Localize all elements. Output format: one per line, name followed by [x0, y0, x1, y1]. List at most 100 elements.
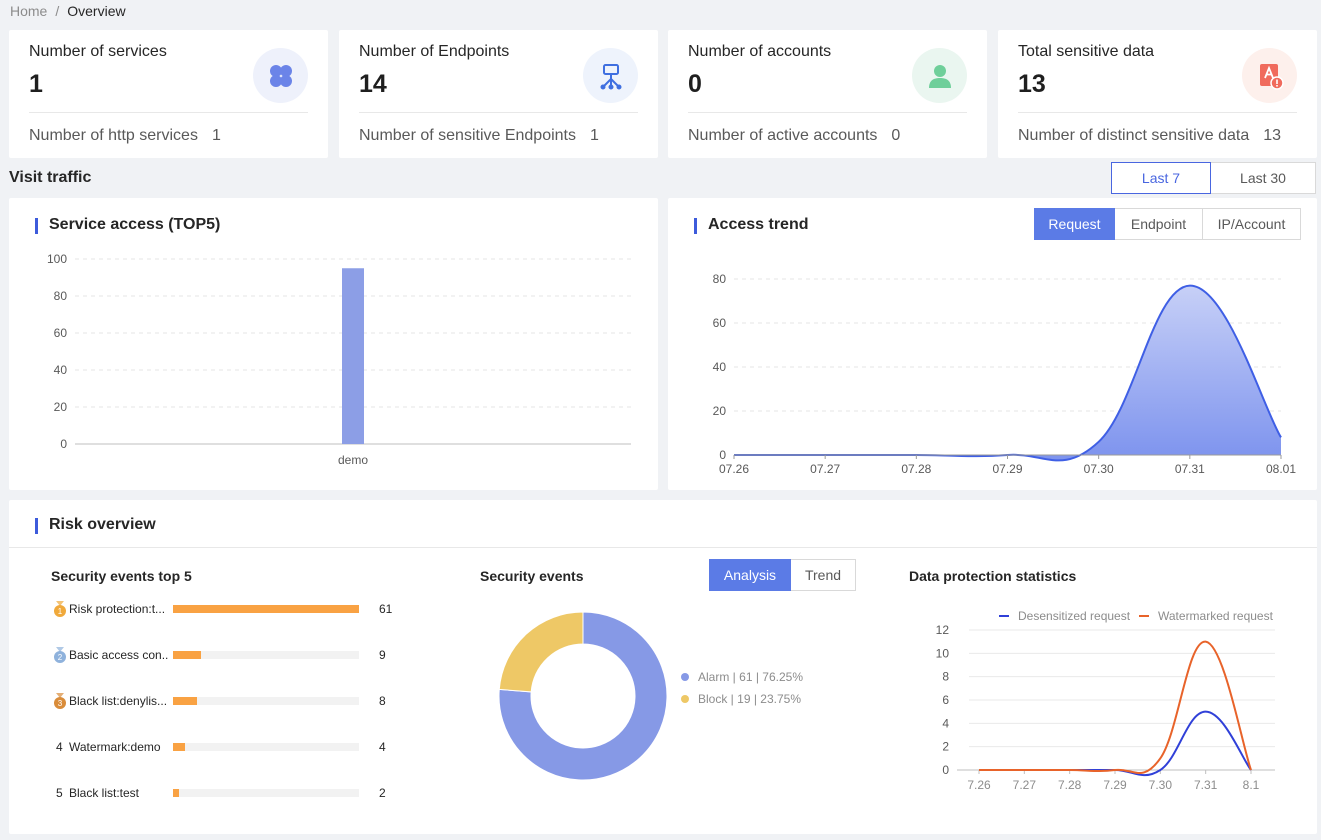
security-events-donut [498, 611, 668, 781]
access-trend-panel: Access trend Request Endpoint IP/Account… [668, 198, 1317, 490]
donut-slice-alarm [498, 611, 668, 781]
access-trend-chart: 0 20 40 60 80 07.26 07.27 07.28 07.29 07.30 07.31 0… [713, 272, 1297, 476]
list-item: 5 Black list:test 2 [53, 785, 398, 801]
stat-value: 1 [29, 70, 43, 98]
event-count: 8 [379, 694, 386, 708]
list-item: 2 Basic access con... 9 [53, 647, 398, 663]
stat-title: Number of services [29, 43, 167, 60]
stat-sub-value: 0 [891, 127, 901, 144]
svg-text:3: 3 [58, 699, 63, 708]
stat-divider [359, 112, 638, 113]
stat-sub-value: 1 [211, 127, 221, 144]
x-tick-label: 7.28 [1058, 778, 1082, 792]
risk-overview-title: Risk overview [35, 516, 156, 534]
x-tick-label: 7.30 [1149, 778, 1173, 792]
breadcrumb-home[interactable]: Home [10, 3, 48, 19]
x-tick-label: 08.01 [1266, 462, 1296, 476]
legend-block-count: 19 [737, 692, 751, 706]
y-tick-label: 60 [713, 316, 727, 330]
y-tick-label: 2 [942, 740, 949, 754]
visit-traffic-label: Visit traffic [9, 169, 92, 186]
stat-sub: Number of distinct sensitive data 13 [1018, 127, 1281, 145]
tab-ip-account[interactable]: IP/Account [1203, 208, 1301, 240]
event-bar-track [173, 697, 359, 705]
y-tick-label: 0 [719, 448, 726, 462]
range-selector: Last 7 days Last 30 days [1111, 162, 1316, 216]
medal-icon: 1 [53, 601, 67, 617]
services-icon [253, 48, 308, 103]
stat-divider [1018, 112, 1297, 113]
stat-sub-label: Number of distinct sensitive data [1018, 127, 1250, 144]
y-tick-label: 12 [936, 623, 950, 637]
stat-divider [29, 112, 308, 113]
y-tick-label: 20 [54, 400, 68, 414]
event-bar-track [173, 605, 359, 613]
service-access-panel: Service access (TOP5) 0 20 40 60 80 100 demo [9, 198, 658, 490]
y-tick-label: 60 [54, 326, 68, 340]
medal-icon: 3 [53, 693, 67, 709]
y-tick-label: 80 [54, 289, 68, 303]
tab-analysis[interactable]: Analysis [709, 559, 791, 591]
x-tick-label: 7.29 [1103, 778, 1127, 792]
stat-value: 0 [688, 70, 702, 98]
series-line-desensitized-request [979, 710, 1252, 777]
event-bar-fill [173, 743, 186, 751]
service-access-chart: 0 20 40 60 80 100 demo [47, 252, 631, 467]
risk-overview-panel: Risk overview Security events top 5 1 Ris… [9, 500, 1317, 834]
endpoint-icon [583, 48, 638, 103]
legend-alarm-label: Alarm [698, 670, 730, 684]
event-bar-track [173, 651, 359, 659]
x-tick-label: 7.27 [1013, 778, 1037, 792]
legend-alarm: Alarm | 61 | 76.25% [681, 670, 803, 684]
event-label: Risk protection:t... [69, 602, 166, 616]
range-7-days-button[interactable]: Last 7 days [1111, 162, 1211, 216]
event-count: 61 [379, 602, 393, 616]
y-tick-label: 4 [942, 716, 949, 730]
y-tick-label: 40 [54, 363, 68, 377]
x-tick-label: demo [338, 453, 368, 467]
legend-block: Block | 19 | 23.75% [681, 692, 801, 706]
stat-card-endpoints: Number of Endpoints 14 Number of sensiti… [339, 30, 658, 158]
svg-text:1: 1 [58, 607, 63, 616]
y-tick-label: 0 [942, 763, 949, 777]
y-tick-label: 20 [713, 404, 727, 418]
breadcrumb-separator: / [55, 3, 60, 19]
stat-card-services: Number of services 1 Number of http serv… [9, 30, 328, 158]
stat-sub-label: Number of active accounts [688, 127, 878, 144]
user-icon [912, 48, 967, 103]
legend-label: Desensitized request [1018, 609, 1131, 623]
tab-request[interactable]: Request [1034, 208, 1115, 240]
x-tick-label: 8.1 [1243, 778, 1260, 792]
stat-sub: Number of active accounts 0 [688, 127, 900, 145]
event-bar-fill [173, 789, 180, 797]
legend-block-label: Block [698, 692, 728, 706]
alarm-dot-icon [681, 673, 689, 681]
tab-endpoint[interactable]: Endpoint [1115, 208, 1203, 240]
y-tick-label: 100 [47, 252, 67, 266]
list-item: 4 Watermark:demo 4 [53, 739, 398, 755]
y-tick-label: 40 [713, 360, 727, 374]
trend-area [734, 285, 1281, 461]
legend-alarm-percent: 76.25% [762, 670, 803, 684]
stat-card-accounts: Number of accounts 0 Number of active ac… [668, 30, 987, 158]
stat-sub-value: 13 [1263, 127, 1282, 144]
event-label: Black list:test [69, 786, 140, 800]
event-count: 4 [379, 740, 386, 754]
event-bar-track [173, 789, 359, 797]
x-tick-label: 07.30 [1084, 462, 1114, 476]
bar-demo [342, 268, 364, 444]
stat-sub: Number of sensitive Endpoints 1 [359, 127, 599, 145]
y-tick-label: 6 [942, 693, 949, 707]
event-bar-fill [173, 605, 359, 613]
service-access-title: Service access (TOP5) [35, 216, 220, 234]
security-events-title: Security events [480, 568, 584, 584]
event-count: 9 [379, 648, 386, 662]
rank-number: 4 [56, 740, 63, 754]
stat-value: 13 [1018, 70, 1046, 98]
stat-divider [688, 112, 967, 113]
breadcrumb: Home / Overview [10, 2, 126, 20]
access-trend-title: Access trend [694, 216, 809, 234]
sensitive-data-icon [1242, 48, 1297, 103]
tab-trend[interactable]: Trend [791, 559, 856, 591]
range-30-days-button[interactable]: Last 30 days [1211, 162, 1316, 216]
